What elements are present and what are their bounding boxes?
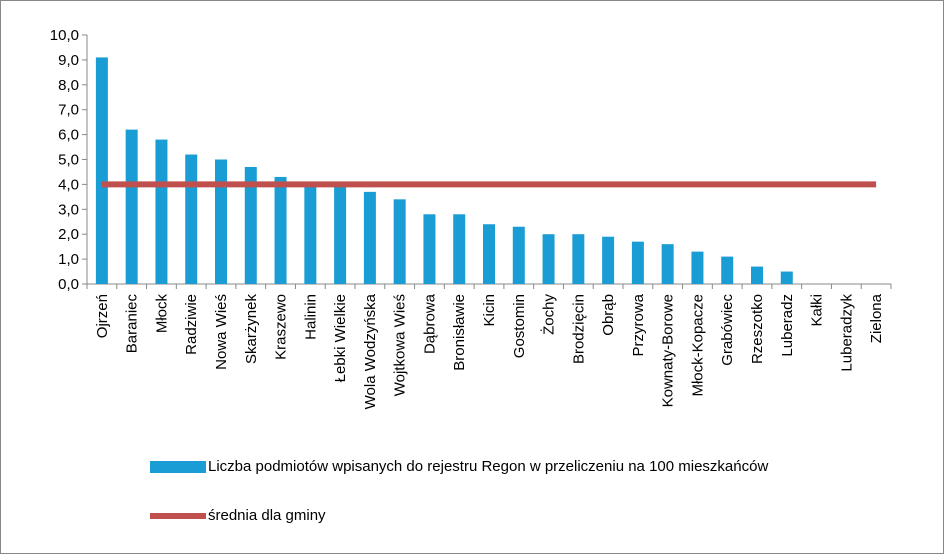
bar [631,241,644,284]
x-tick-label: Dąbrowa [421,293,438,354]
y-tick-label: 10,0 [50,27,79,44]
bar [334,186,347,284]
x-tick-label: Obrąb [600,294,617,336]
bar [215,159,227,284]
bar [780,271,793,284]
bar [691,251,704,284]
x-tick-label: Łebki Wielkie [332,294,349,382]
x-tick-label: Bronisławie [451,294,468,371]
bar [95,57,108,284]
x-tick-label: Rzeszotko [749,294,766,364]
bar [453,214,466,284]
y-tick-label: 2,0 [58,226,79,243]
x-tick-label: Zielona [868,293,885,343]
legend-label: Liczba podmiotów wpisanych do rejestru R… [208,458,769,475]
bar [512,226,525,284]
x-tick-label: Gostomin [511,294,528,358]
x-tick-label: Żochy [540,294,558,335]
bar [423,214,436,284]
bar [572,234,585,284]
x-tick-label: Brodzięcin [570,294,587,364]
x-tick-label: Grabówiec [719,294,736,366]
x-tick-label: Wola Wodzyńska [362,293,379,409]
x-tick-label: Młock [153,294,170,334]
x-tick-label: Młock-Kopacze [689,294,706,397]
bar [483,224,495,284]
y-tick-label: 1,0 [58,251,79,268]
y-tick-label: 0,0 [58,276,79,293]
bar [274,176,287,284]
y-tick-label: 8,0 [58,77,79,94]
bar [244,166,257,284]
x-tick-label: Kicin [481,294,498,327]
x-tick-label: Skarżynek [243,294,260,365]
x-tick-label: Luberadzyk [838,294,855,372]
x-tick-label: Radziwie [183,294,200,355]
x-tick-label: Wojtkowa Wieś [392,294,409,396]
bar [185,154,198,284]
legend-swatch [150,461,206,473]
y-tick-label: 7,0 [58,102,79,119]
x-tick-label: Baraniec [124,294,141,354]
bar [542,234,555,284]
bar [393,199,406,284]
x-tick-label: Ojrzeń [94,294,111,338]
bar [363,191,376,284]
legend-label: średnia dla gminy [208,507,326,524]
x-tick-label: Przyrowa [630,293,647,356]
x-tick-label: Kownaty-Borowe [660,294,677,407]
bar [751,266,763,284]
y-tick-label: 6,0 [58,127,79,144]
x-tick-label: Luberadz [779,294,796,357]
y-tick-label: 9,0 [58,52,79,69]
bar [155,139,168,284]
y-tick-label: 3,0 [58,201,79,218]
bar [125,129,138,284]
y-tick-label: 4,0 [58,176,79,193]
x-tick-label: Kraszewo [273,294,290,360]
y-tick-label: 5,0 [58,152,79,169]
x-tick-label: Nowa Wieś [213,294,230,370]
bar [602,236,615,284]
x-tick-label: Kałki [809,294,826,327]
bar [661,244,674,284]
bar [721,256,734,284]
bar [304,186,317,284]
x-tick-label: Halinin [302,294,319,340]
